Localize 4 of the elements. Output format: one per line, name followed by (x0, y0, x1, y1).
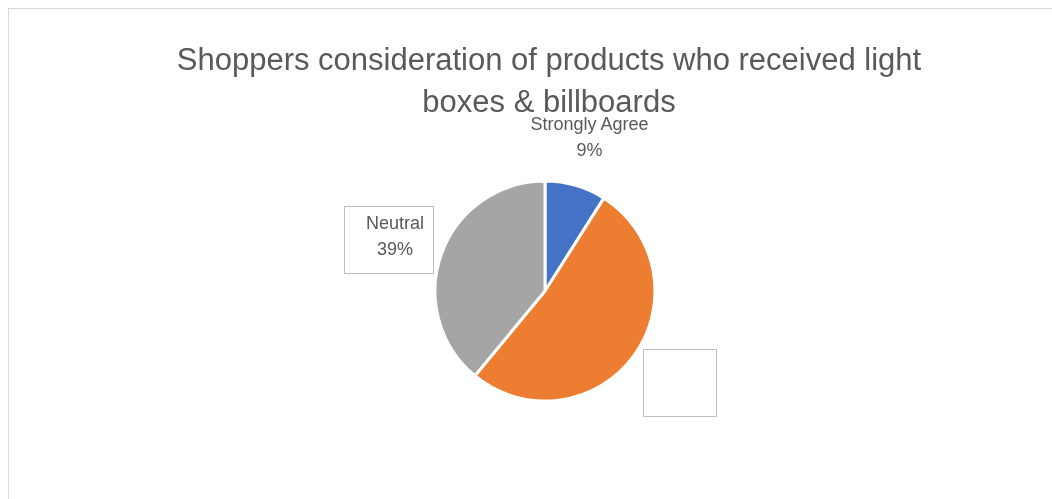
data-label: 39% (376, 238, 413, 259)
slice-label: Neutral (365, 212, 424, 233)
data-label: 9% (576, 139, 603, 160)
slice-label: Strongly Agree (530, 113, 649, 134)
